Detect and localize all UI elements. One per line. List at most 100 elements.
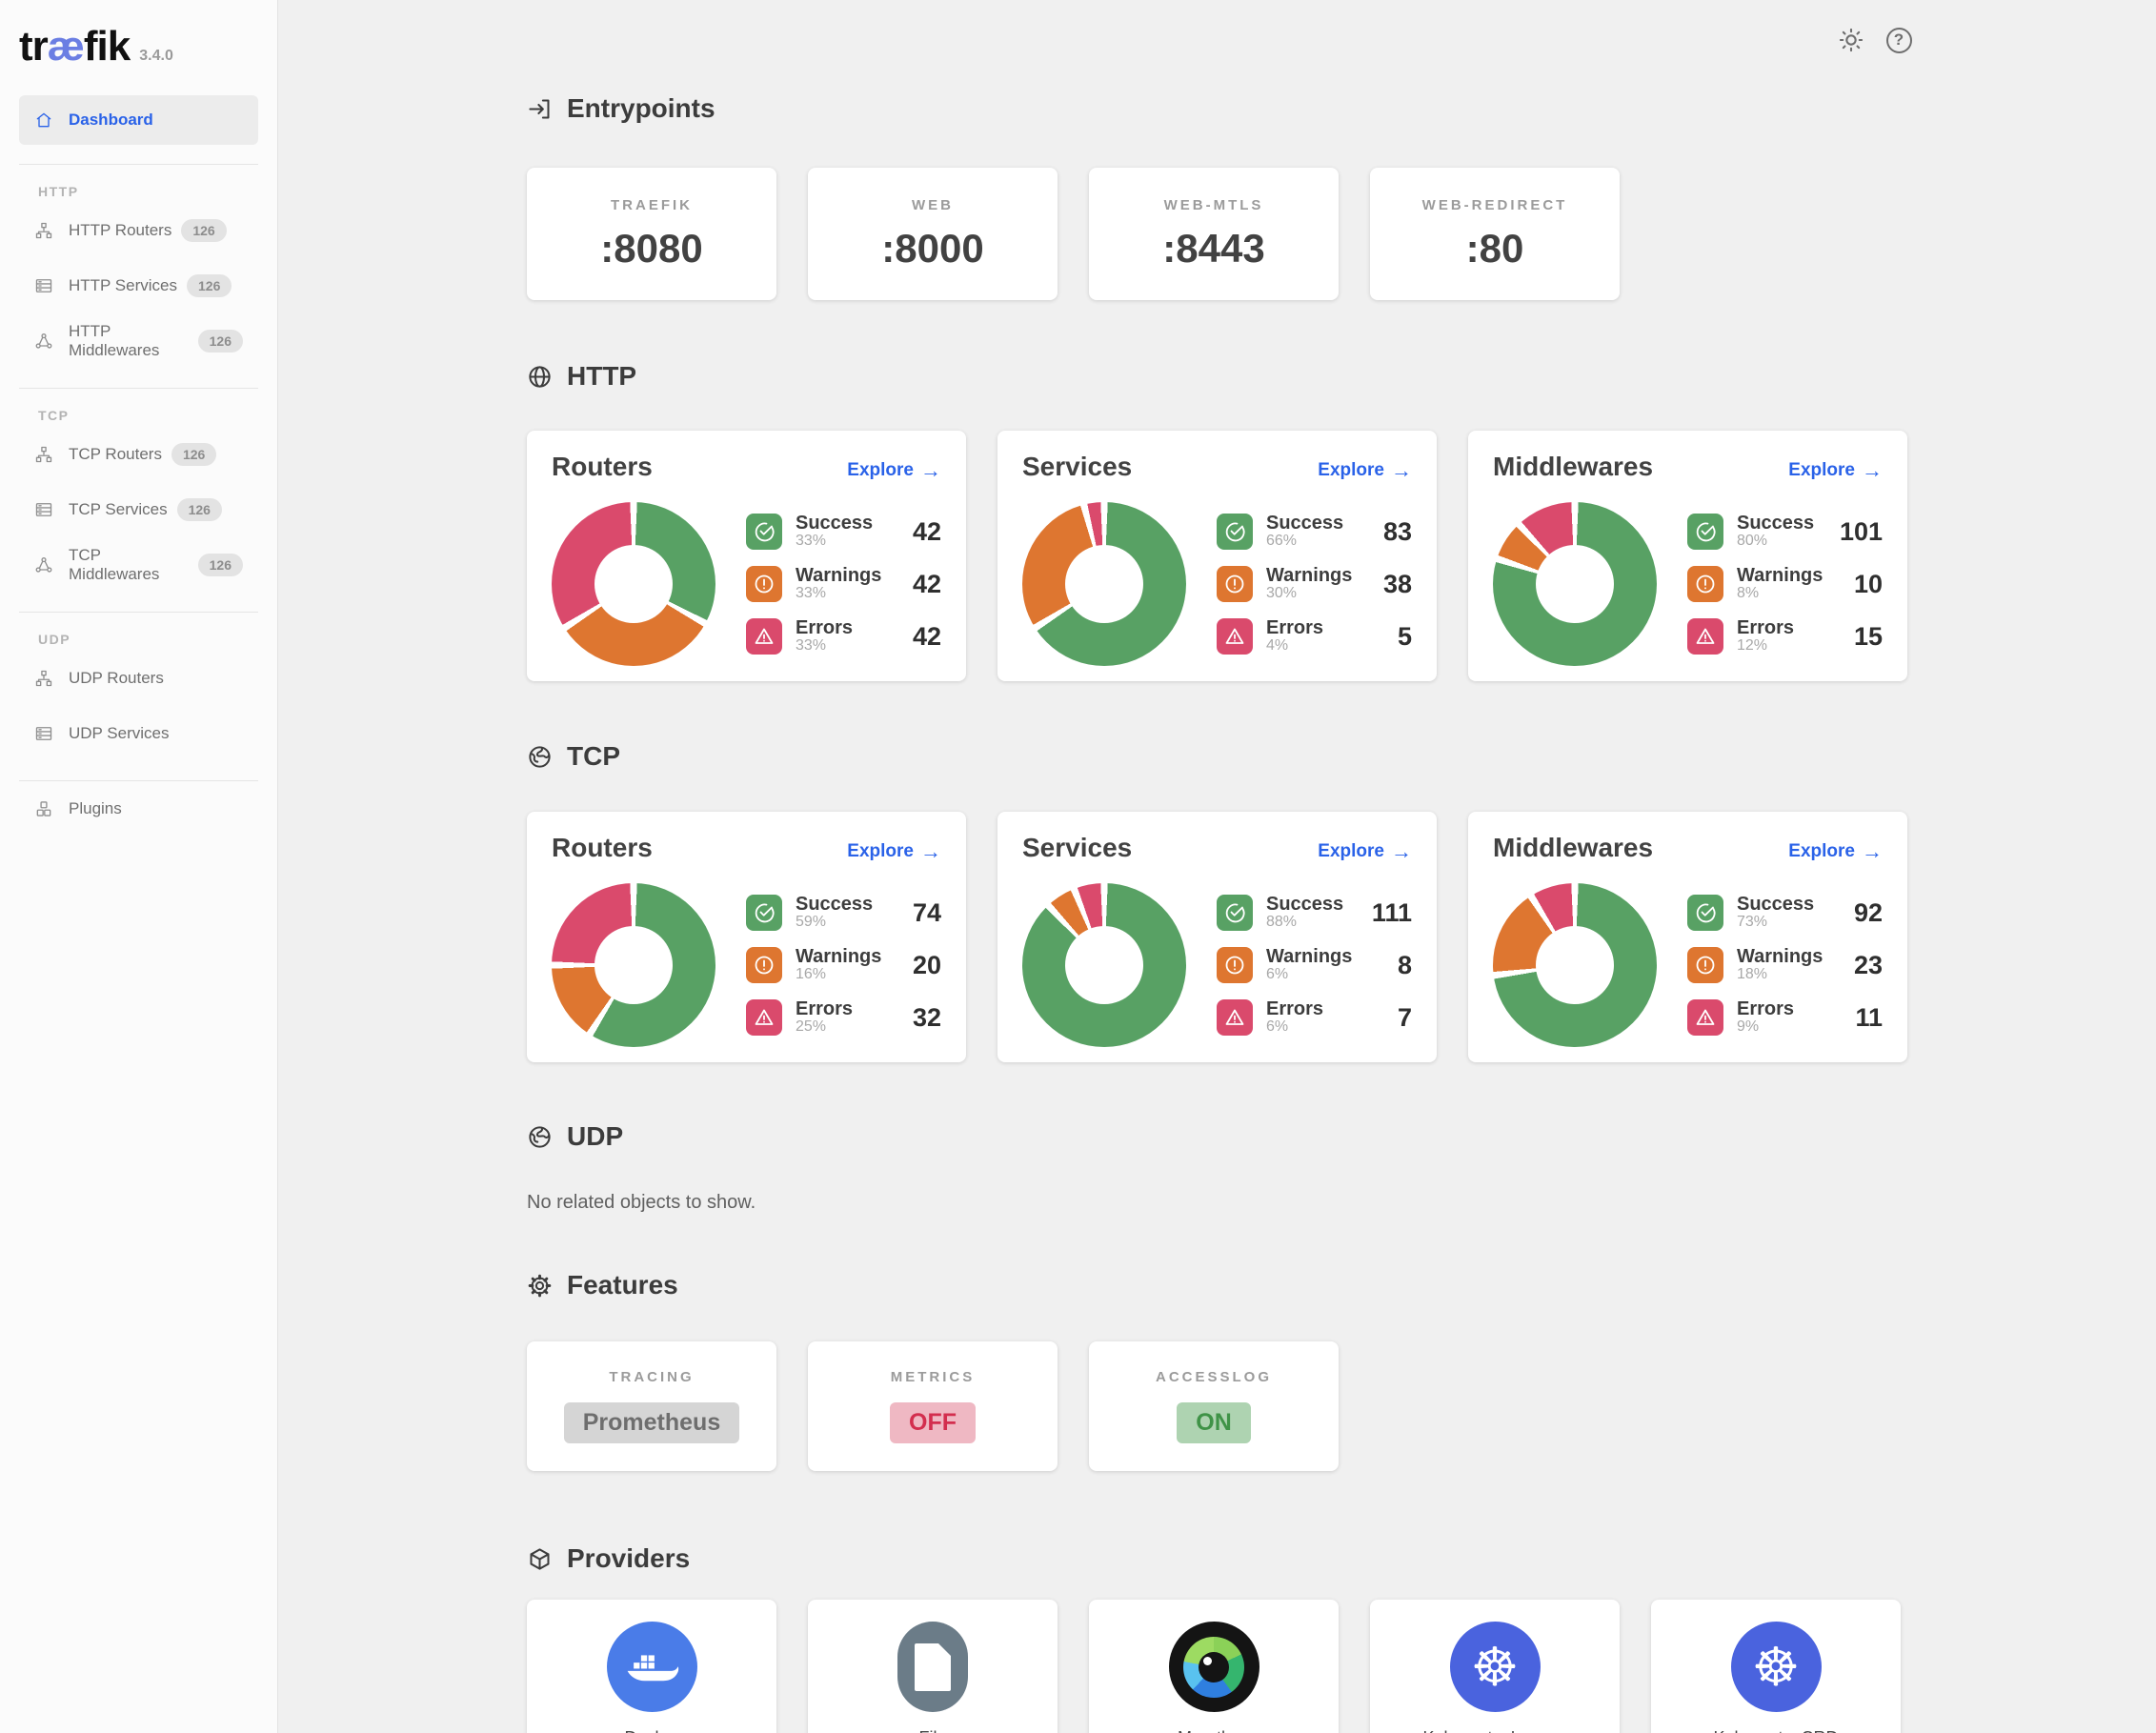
tcp-cards: Routers Explore → Success 59% 74 Warnings 1… [527, 812, 1914, 1062]
help-button[interactable]: ? [1884, 25, 1914, 55]
card-title: Services [1022, 833, 1133, 862]
app-version: 3.4.0 [139, 48, 173, 64]
success-stat: Success 33% 42 [746, 514, 941, 550]
sidebar-group-udp: UDP [38, 632, 71, 647]
theme-toggle-button[interactable] [1836, 25, 1866, 55]
success-stat: Success 73% 92 [1687, 895, 1883, 931]
earth-icon [527, 1124, 553, 1150]
warnings-stat: Warnings 6% 8 [1217, 947, 1412, 983]
card-title: Routers [552, 452, 653, 481]
feature-card-metrics: METRICS OFF [808, 1341, 1058, 1471]
http-middlewares-card: Middlewares Explore → Success 80% 101 Warn… [1468, 431, 1907, 681]
card-title: Middlewares [1493, 833, 1654, 862]
sidebar-item-http-services[interactable]: HTTP Services 126 [19, 258, 258, 313]
http-cards: Routers Explore → Success 33% 42 Warnings 3… [527, 431, 1914, 681]
explore-link[interactable]: Explore → [1788, 458, 1883, 482]
alert-circle-icon [746, 947, 782, 983]
explore-link[interactable]: Explore → [1788, 839, 1883, 863]
count-badge: 126 [181, 219, 227, 242]
check-circle-icon [746, 895, 782, 931]
feature-label: METRICS [890, 1369, 976, 1385]
marathon-icon [1168, 1622, 1259, 1712]
sidebar-item-udp-services[interactable]: UDP Services [19, 706, 258, 761]
routers-icon [34, 445, 53, 464]
count-badge: 126 [187, 274, 232, 297]
http-routers-card: Routers Explore → Success 33% 42 Warnings 3… [527, 431, 966, 681]
kubernetes-icon: ☸ [1449, 1622, 1541, 1712]
help-icon: ? [1885, 27, 1912, 53]
donut-chart [1022, 502, 1186, 666]
traefik-logo: træfik [19, 23, 131, 70]
entrypoint-cards: TRAEFIK :8080 WEB :8000 WEB-MTLS :8443 W… [527, 168, 1914, 300]
udp-heading: UDP [527, 1121, 1914, 1152]
alert-circle-icon [1217, 566, 1253, 602]
entrypoint-name: TRAEFIK [611, 196, 693, 213]
errors-stat: Errors 6% 7 [1217, 999, 1412, 1036]
explore-link[interactable]: Explore → [1318, 839, 1412, 863]
sidebar-item-tcp-middlewares[interactable]: TCP Middlewares 126 [19, 537, 258, 593]
feature-cards: TRACING Prometheus METRICS OFF ACCESSLOG… [527, 1341, 1914, 1471]
middlewares-icon [34, 332, 53, 351]
errors-stat: Errors 33% 42 [746, 618, 941, 655]
warnings-stat: Warnings 33% 42 [746, 566, 941, 602]
feature-value-badge: ON [1177, 1402, 1251, 1443]
kubernetes-icon: ☸ [1730, 1622, 1822, 1712]
entrypoint-card-web-mtls: WEB-MTLS :8443 [1089, 168, 1339, 300]
entrypoint-card-traefik: TRAEFIK :8080 [527, 168, 776, 300]
explore-link[interactable]: Explore → [847, 839, 941, 863]
entrypoint-name: WEB [912, 196, 954, 213]
entrypoint-port: :8443 [1162, 225, 1265, 271]
check-circle-icon [1687, 514, 1723, 550]
plugins-icon [34, 799, 53, 818]
card-title: Routers [552, 833, 653, 862]
card-title: Services [1022, 452, 1133, 481]
earth-icon [527, 744, 553, 770]
app-logo: træfik 3.4.0 [0, 0, 277, 71]
explore-link[interactable]: Explore → [847, 458, 941, 482]
arrow-right-icon: → [1391, 839, 1412, 863]
sidebar-item-udp-routers[interactable]: UDP Routers [19, 651, 258, 706]
provider-card-docker: Docker [527, 1600, 776, 1733]
provider-card-marathon: Marathon [1089, 1600, 1339, 1733]
tcp-middlewares-card: Middlewares Explore → Success 73% 92 Warni… [1468, 812, 1907, 1062]
arrow-right-icon: → [1391, 458, 1412, 482]
success-stat: Success 80% 101 [1687, 514, 1883, 550]
home-icon [34, 111, 53, 130]
alert-triangle-icon [1217, 618, 1253, 655]
package-icon [527, 1546, 553, 1572]
feature-value-badge: OFF [890, 1402, 976, 1443]
alert-triangle-icon [1687, 618, 1723, 655]
sidebar-item-label: Dashboard [69, 111, 153, 129]
alert-circle-icon [746, 566, 782, 602]
alert-triangle-icon [1217, 999, 1253, 1036]
sidebar-item-http-routers[interactable]: HTTP Routers 126 [19, 203, 258, 258]
arrow-right-icon: → [920, 839, 941, 863]
arrow-right-icon: → [1862, 458, 1883, 482]
sidebar-item-plugins[interactable]: Plugins [19, 781, 258, 836]
warnings-stat: Warnings 8% 10 [1687, 566, 1883, 602]
count-badge: 126 [171, 443, 217, 466]
features-heading: Features [527, 1270, 1914, 1300]
count-badge: 126 [197, 554, 243, 576]
check-circle-icon [1217, 514, 1253, 550]
sidebar-item-http-middlewares[interactable]: HTTP Middlewares 126 [19, 313, 258, 369]
donut-chart [552, 502, 715, 666]
explore-link[interactable]: Explore → [1318, 458, 1412, 482]
sidebar-item-tcp-routers[interactable]: TCP Routers 126 [19, 427, 258, 482]
entrypoint-port: :80 [1465, 225, 1524, 271]
sun-icon [1839, 28, 1864, 52]
entrypoints-heading: Entrypoints [527, 0, 1914, 124]
entrypoint-card-web-redirect: WEB-REDIRECT :80 [1370, 168, 1620, 300]
count-badge: 126 [197, 330, 243, 353]
sidebar-item-tcp-services[interactable]: TCP Services 126 [19, 482, 258, 537]
feature-card-accesslog: ACCESSLOG ON [1089, 1341, 1339, 1471]
provider-card-file: File [808, 1600, 1058, 1733]
provider-cards: Docker File Marathon ☸ KubernetesIngress… [527, 1600, 1914, 1733]
provider-label: File [918, 1728, 946, 1733]
donut-chart [1022, 883, 1186, 1047]
check-circle-icon [1687, 895, 1723, 931]
alert-circle-icon [1687, 566, 1723, 602]
sidebar-item-dashboard[interactable]: Dashboard [19, 95, 258, 145]
warnings-stat: Warnings 30% 38 [1217, 566, 1412, 602]
tcp-routers-card: Routers Explore → Success 59% 74 Warnings 1… [527, 812, 966, 1062]
